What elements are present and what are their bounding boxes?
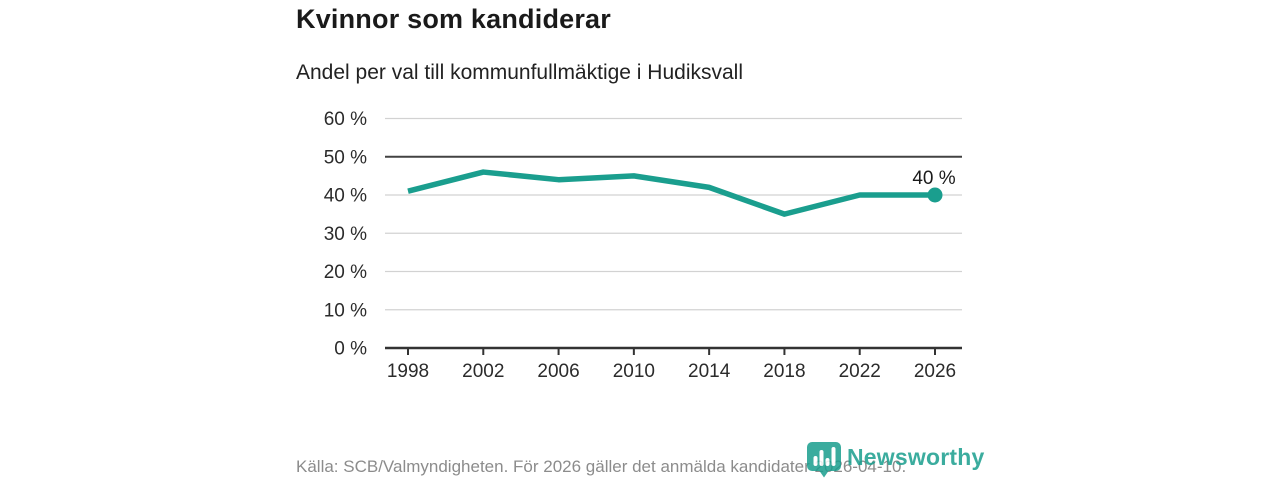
bar-chart-bubble-icon [807,442,841,478]
x-axis-label: 1998 [387,361,429,382]
chart-title: Kvinnor som kandiderar [296,4,611,34]
end-point-label: 40 % [912,168,955,189]
data-series-line [407,169,935,217]
chart-subtitle: Andel per val till kommunfullmäktige i H… [296,61,744,84]
y-axis-label: 20 % [324,262,367,283]
y-axis-label: 60 % [324,109,367,130]
source-text: Källa: SCB/Valmyndigheten. För 2026 gäll… [296,457,907,476]
y-axis-label: 10 % [324,300,367,321]
y-axis-label: 40 % [324,186,367,207]
x-axis-label: 2018 [763,361,805,382]
newsworthy-wordmark: Newsworthy [847,444,985,470]
end-point-marker [927,187,943,203]
x-axis-label: 2010 [613,361,655,382]
line-chart: 0 % 10 % 20 % 30 % 40 % 50 % 60 % 1998 2002 2006 2… [324,109,962,382]
x-axis-label: 2014 [688,361,731,382]
y-axis-label: 0 % [334,339,367,360]
y-axis-label: 30 % [324,224,367,245]
x-axis-label: 2022 [839,361,881,382]
x-axis-label: 2006 [537,361,579,382]
newsworthy-logo: Newsworthy [806,441,984,479]
x-axis-label: 2026 [914,361,956,382]
x-axis-label: 2002 [462,361,504,382]
y-axis-label: 50 % [324,147,367,168]
